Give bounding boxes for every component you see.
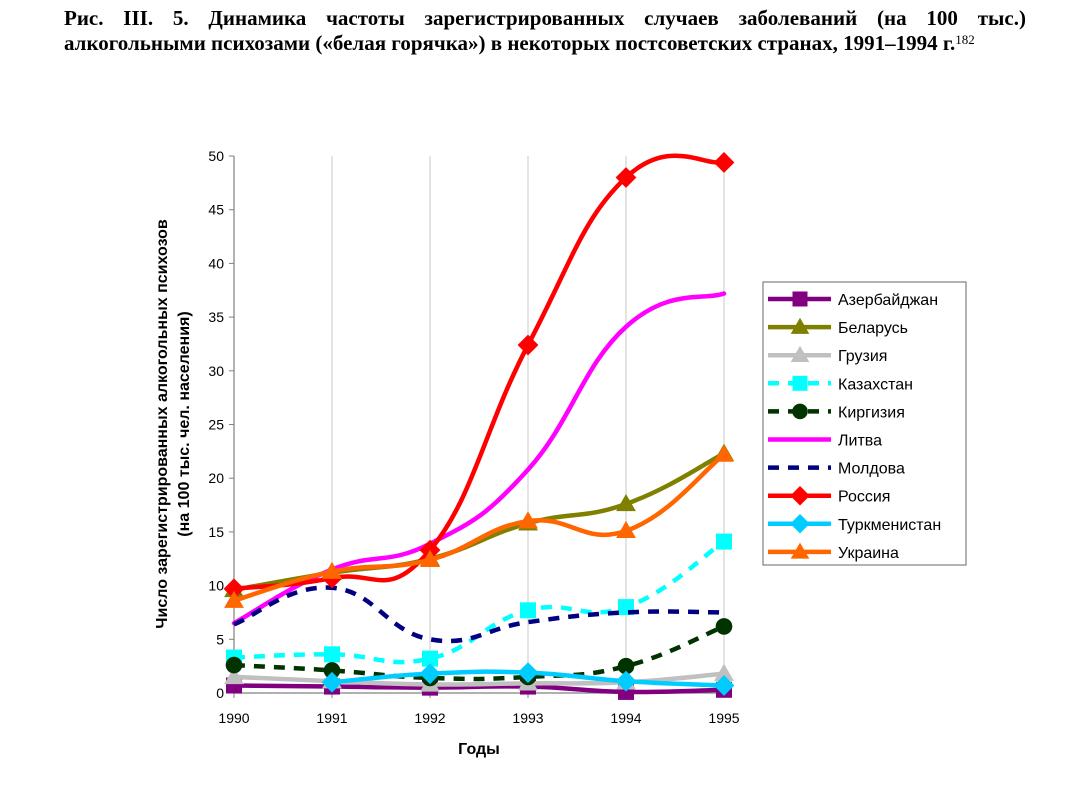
data-point bbox=[713, 675, 735, 696]
data-point bbox=[322, 561, 342, 579]
y-tick-label: 50 bbox=[208, 148, 224, 164]
data-point bbox=[223, 578, 245, 600]
y-tick-label: 40 bbox=[208, 255, 224, 271]
y-tick-label: 0 bbox=[216, 685, 224, 701]
data-point bbox=[715, 618, 733, 635]
data-point bbox=[517, 662, 539, 683]
y-tick-label: 35 bbox=[208, 309, 224, 325]
legend-label: Азербайджан bbox=[838, 292, 938, 309]
series-line bbox=[231, 683, 727, 695]
data-point bbox=[615, 167, 637, 188]
legend-entry-10: Украина bbox=[768, 542, 899, 562]
data-point bbox=[714, 663, 734, 681]
series-5 bbox=[225, 618, 733, 687]
series-line bbox=[231, 452, 727, 603]
legend-label: Казахстан bbox=[838, 376, 913, 393]
y-tick-label: 5 bbox=[216, 631, 224, 647]
data-point bbox=[518, 511, 538, 529]
data-point bbox=[616, 494, 636, 512]
y-tick-label: 30 bbox=[208, 363, 224, 379]
x-tick-label: 1991 bbox=[316, 710, 347, 726]
x-tick-label: 1990 bbox=[218, 710, 249, 726]
data-point bbox=[520, 602, 536, 619]
legend-label: Литва bbox=[838, 433, 882, 450]
data-point bbox=[714, 444, 734, 462]
data-point bbox=[324, 646, 340, 663]
x-tick-label: 1993 bbox=[512, 710, 543, 726]
data-point bbox=[321, 671, 343, 693]
legend-marker bbox=[790, 542, 810, 559]
figure-caption-text: Рис. III. 5. Динамика частоты зарегистри… bbox=[64, 6, 1026, 55]
y-tick-label: 10 bbox=[208, 578, 224, 594]
data-point bbox=[422, 650, 438, 667]
series-line bbox=[233, 539, 726, 665]
legend-entry-1: Азербайджан bbox=[768, 291, 938, 309]
data-point bbox=[716, 533, 732, 550]
data-point bbox=[617, 657, 635, 675]
legend-entry-3: Грузия bbox=[768, 345, 887, 365]
chart-plot-area bbox=[223, 152, 735, 700]
x-axis-title: Годы bbox=[458, 741, 500, 758]
legend-entry-6: Литва bbox=[768, 433, 882, 450]
data-point bbox=[713, 152, 735, 173]
x-tick-label: 1992 bbox=[414, 710, 445, 726]
legend-entry-7: Молдова bbox=[768, 461, 905, 478]
legend-entry-5: Киргизия bbox=[768, 403, 905, 421]
legend-label: Молдова bbox=[838, 461, 905, 478]
x-tick-label: 1995 bbox=[708, 710, 739, 726]
legend-marker bbox=[790, 345, 810, 362]
y-tick-label: 15 bbox=[208, 524, 224, 540]
y-tick-label: 25 bbox=[208, 417, 224, 433]
series-2 bbox=[224, 443, 734, 598]
series-line bbox=[233, 624, 725, 682]
legend-entry-9: Туркменистан bbox=[768, 514, 941, 534]
data-point bbox=[615, 670, 637, 692]
data-point bbox=[517, 334, 539, 356]
data-point bbox=[616, 520, 636, 539]
y-tick-label: 20 bbox=[208, 470, 224, 486]
series-10 bbox=[224, 444, 734, 608]
series-8 bbox=[223, 152, 735, 600]
legend-marker bbox=[792, 375, 808, 391]
figure-caption: Рис. III. 5. Динамика частоты зарегистри… bbox=[64, 6, 1026, 56]
series-line bbox=[231, 153, 727, 592]
y-tick-label: 45 bbox=[208, 202, 224, 218]
series-9 bbox=[321, 662, 735, 696]
y-axis-title-line2: (на 100 тыс. чел. населения) bbox=[176, 311, 193, 536]
legend-entry-2: Беларусь bbox=[768, 317, 908, 337]
series-7 bbox=[233, 585, 725, 644]
legend-marker bbox=[790, 317, 810, 334]
data-point bbox=[225, 656, 243, 674]
data-point bbox=[420, 549, 440, 568]
data-point bbox=[224, 666, 244, 685]
legend-label: Россия bbox=[838, 489, 890, 506]
data-point bbox=[419, 663, 441, 685]
series-line bbox=[231, 451, 727, 593]
data-point bbox=[224, 590, 244, 608]
y-axis-title-line1: Число зарегистрированных алкогольных пси… bbox=[154, 219, 171, 629]
data-point bbox=[323, 662, 341, 679]
legend-label: Украина bbox=[838, 545, 899, 562]
legend-label: Киргизия bbox=[838, 404, 905, 421]
legend-marker bbox=[792, 403, 808, 420]
legend-marker bbox=[790, 485, 810, 506]
caption-footnote: 182 bbox=[955, 32, 975, 47]
legend-label: Беларусь bbox=[838, 320, 908, 337]
legend-marker bbox=[790, 514, 810, 534]
legend-label: Туркменистан bbox=[838, 517, 941, 534]
legend-label: Грузия bbox=[838, 348, 887, 365]
x-tick-label: 1994 bbox=[610, 710, 641, 726]
series-4 bbox=[226, 533, 732, 667]
series-line bbox=[233, 585, 725, 644]
chart-legend: Азербайджан Беларусь Грузия Казахстан Киргиз… bbox=[762, 281, 967, 566]
legend-marker bbox=[792, 291, 808, 307]
legend-entry-4: Казахстан bbox=[768, 375, 913, 393]
legend-entry-8: Россия bbox=[768, 485, 890, 506]
